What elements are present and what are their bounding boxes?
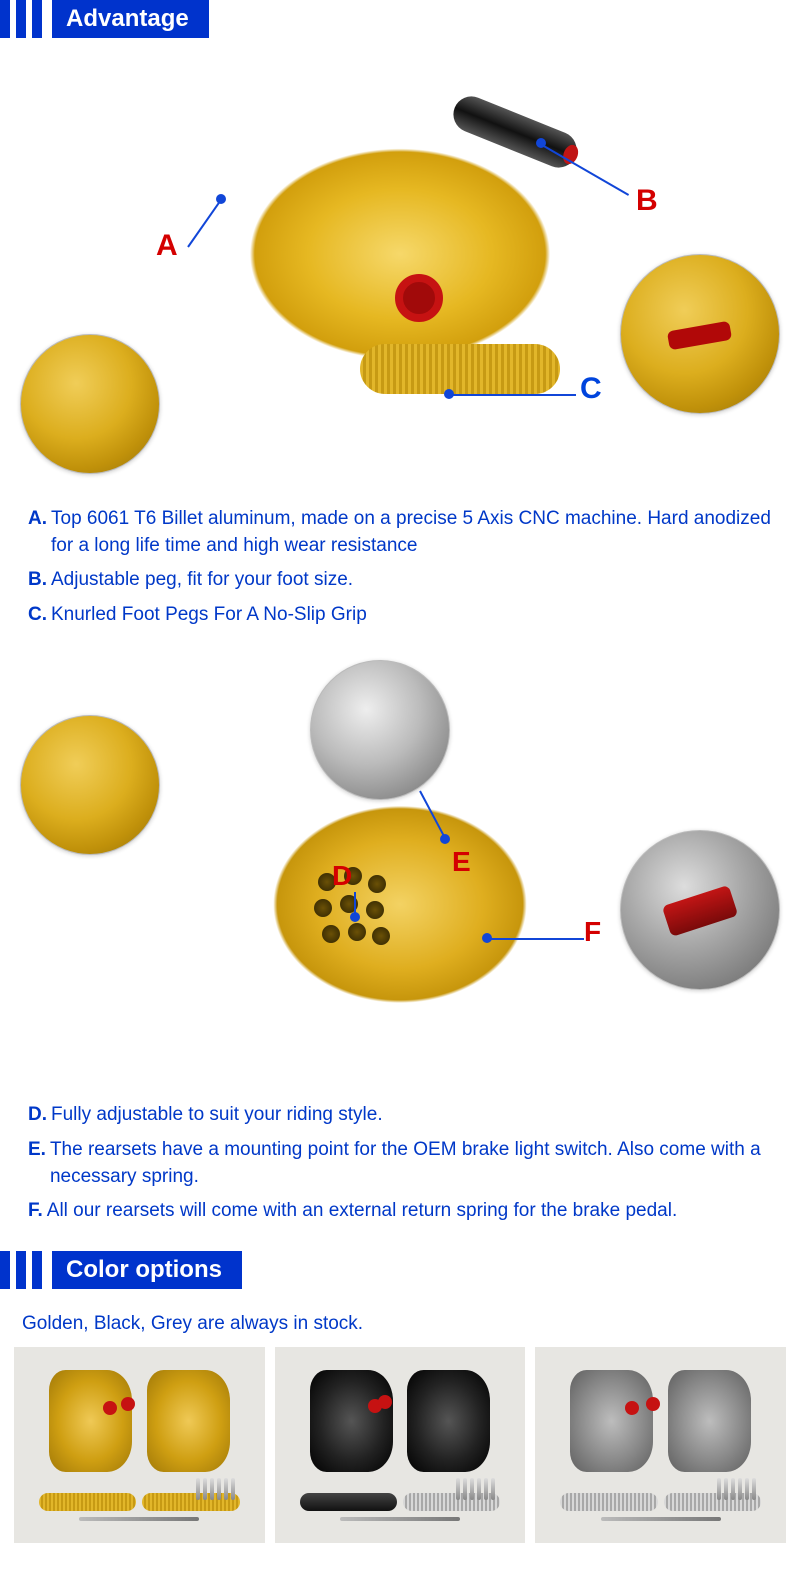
feature-item: A. Top 6061 T6 Billet aluminum, made on … — [28, 506, 772, 559]
callout-circle-f — [620, 830, 780, 990]
feature-item: D. Fully adjustable to suit your riding … — [28, 1102, 772, 1129]
header-stripes — [0, 1251, 52, 1289]
section-header-advantage: Advantage — [0, 0, 800, 38]
header-title-color-options: Color options — [52, 1251, 242, 1289]
feature-letter: B. — [28, 567, 47, 594]
callout-dot-a — [216, 194, 226, 204]
callout-circle-d — [20, 715, 160, 855]
feature-text: Knurled Foot Pegs For A No-Slip Grip — [51, 602, 367, 629]
header-stripes — [0, 0, 52, 38]
feature-letter: F. — [28, 1198, 43, 1225]
feature-list-def: D. Fully adjustable to suit your riding … — [0, 1098, 800, 1250]
feature-item: B. Adjustable peg, fit for your foot siz… — [28, 567, 772, 594]
callout-label-e: E — [452, 846, 471, 878]
callout-line-c — [450, 394, 576, 396]
callout-label-d: D — [332, 860, 352, 892]
callout-label-c: C — [580, 372, 602, 406]
diagram-abc: A B C — [20, 54, 780, 484]
feature-text: The rearsets have a mounting point for t… — [50, 1137, 772, 1190]
knurled-peg-graphic — [360, 344, 560, 394]
feature-list-abc: A. Top 6061 T6 Billet aluminum, made on … — [0, 502, 800, 654]
color-swatch-grey — [535, 1347, 786, 1543]
callout-label-b: B — [636, 184, 658, 218]
callout-line-d — [354, 892, 356, 914]
feature-letter: D. — [28, 1102, 47, 1129]
feature-text: Adjustable peg, fit for your foot size. — [51, 567, 353, 594]
feature-item: E. The rearsets have a mounting point fo… — [28, 1137, 772, 1190]
feature-item: F. All our rearsets will come with an ex… — [28, 1198, 772, 1225]
section-header-color-options: Color options — [0, 1251, 800, 1289]
callout-circle-a — [20, 334, 160, 474]
header-title-advantage: Advantage — [52, 0, 209, 38]
callout-label-f: F — [584, 916, 601, 948]
feature-letter: A. — [28, 506, 47, 559]
color-swatch-row — [0, 1347, 800, 1557]
callout-label-a: A — [156, 229, 178, 263]
feature-text: Fully adjustable to suit your riding sty… — [51, 1102, 383, 1129]
callout-dot-c — [444, 389, 454, 399]
feature-item: C. Knurled Foot Pegs For A No-Slip Grip — [28, 602, 772, 629]
feature-text: Top 6061 T6 Billet aluminum, made on a p… — [51, 506, 772, 559]
color-options-note: Golden, Black, Grey are always in stock. — [0, 1305, 800, 1347]
feature-letter: C. — [28, 602, 47, 629]
adjustment-holes-graphic — [310, 865, 420, 975]
feature-letter: E. — [28, 1137, 46, 1190]
red-ring-graphic — [395, 274, 443, 322]
callout-line-f — [488, 938, 584, 940]
callout-circle-b — [620, 254, 780, 414]
color-swatch-golden — [14, 1347, 265, 1543]
diagram-def: D E F — [20, 660, 780, 1080]
color-swatch-black — [275, 1347, 526, 1543]
callout-dot-b — [536, 138, 546, 148]
feature-text: All our rearsets will come with an exter… — [47, 1198, 677, 1225]
